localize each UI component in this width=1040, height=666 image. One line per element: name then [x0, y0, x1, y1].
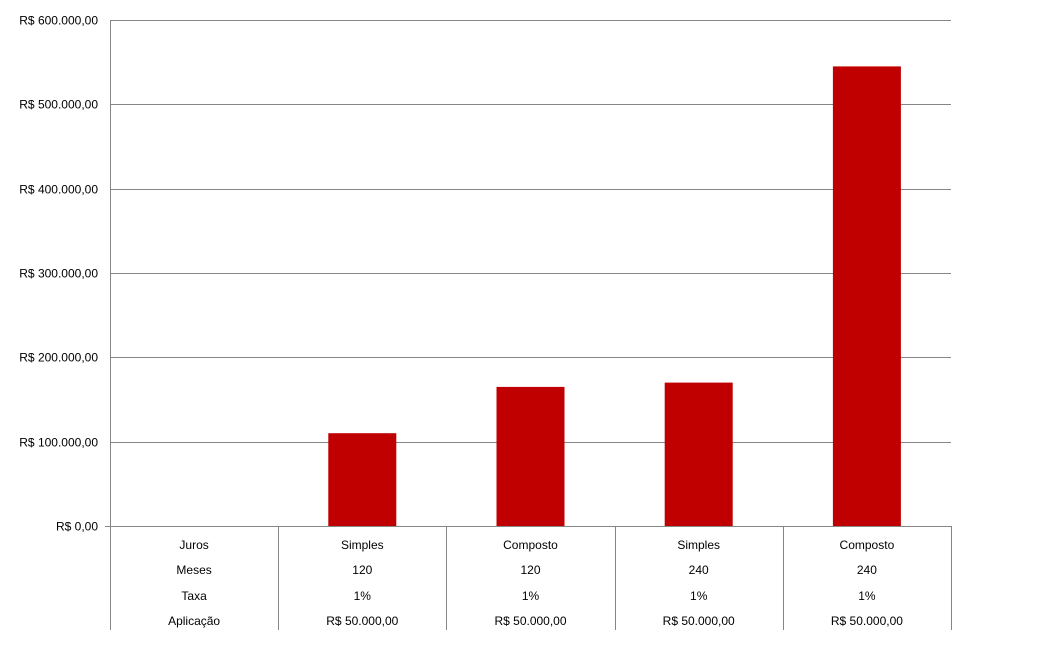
table-cell: 1% [354, 589, 372, 603]
bars [328, 66, 901, 527]
table-cell: R$ 50.000,00 [663, 614, 735, 628]
table-cell: Simples [677, 538, 720, 552]
y-tick-label: R$ 0,00 [56, 520, 98, 534]
y-tick-label: R$ 600.000,00 [19, 14, 98, 28]
table-row-header: Aplicação [168, 614, 220, 628]
table-cell: 1% [690, 589, 708, 603]
y-tick-label: R$ 500.000,00 [19, 98, 98, 112]
table-cell: 240 [857, 563, 877, 577]
data-table: Juros Simples Composto Simples Composto Meses… [110, 526, 952, 630]
gridlines [110, 20, 951, 443]
y-tick-label: R$ 100.000,00 [19, 436, 98, 450]
bar [328, 433, 397, 526]
bar [664, 382, 733, 526]
table-row-header: Meses [176, 563, 211, 577]
table-cell: Simples [341, 538, 384, 552]
y-tick-label: R$ 200.000,00 [19, 351, 98, 365]
table-cell: 120 [352, 563, 372, 577]
table-cell: Composto [840, 538, 895, 552]
table-cell: 1% [522, 589, 540, 603]
table-row-header: Juros [179, 538, 208, 552]
table-cell: R$ 50.000,00 [494, 614, 566, 628]
y-axis-tick-labels: R$ 0,00 R$ 100.000,00 R$ 200.000,00 R$ 300.… [19, 14, 98, 534]
table-cell: Composto [503, 538, 558, 552]
table-cell: 240 [689, 563, 709, 577]
table-cell: R$ 50.000,00 [831, 614, 903, 628]
y-tick-label: R$ 300.000,00 [19, 267, 98, 281]
bar [832, 66, 901, 527]
axes [105, 20, 951, 527]
table-cell: 1% [858, 589, 876, 603]
table-row-header: Taxa [181, 589, 207, 603]
table-cell: 120 [520, 563, 540, 577]
y-tick-label: R$ 400.000,00 [19, 183, 98, 197]
bar [496, 386, 565, 526]
table-cell: R$ 50.000,00 [326, 614, 398, 628]
